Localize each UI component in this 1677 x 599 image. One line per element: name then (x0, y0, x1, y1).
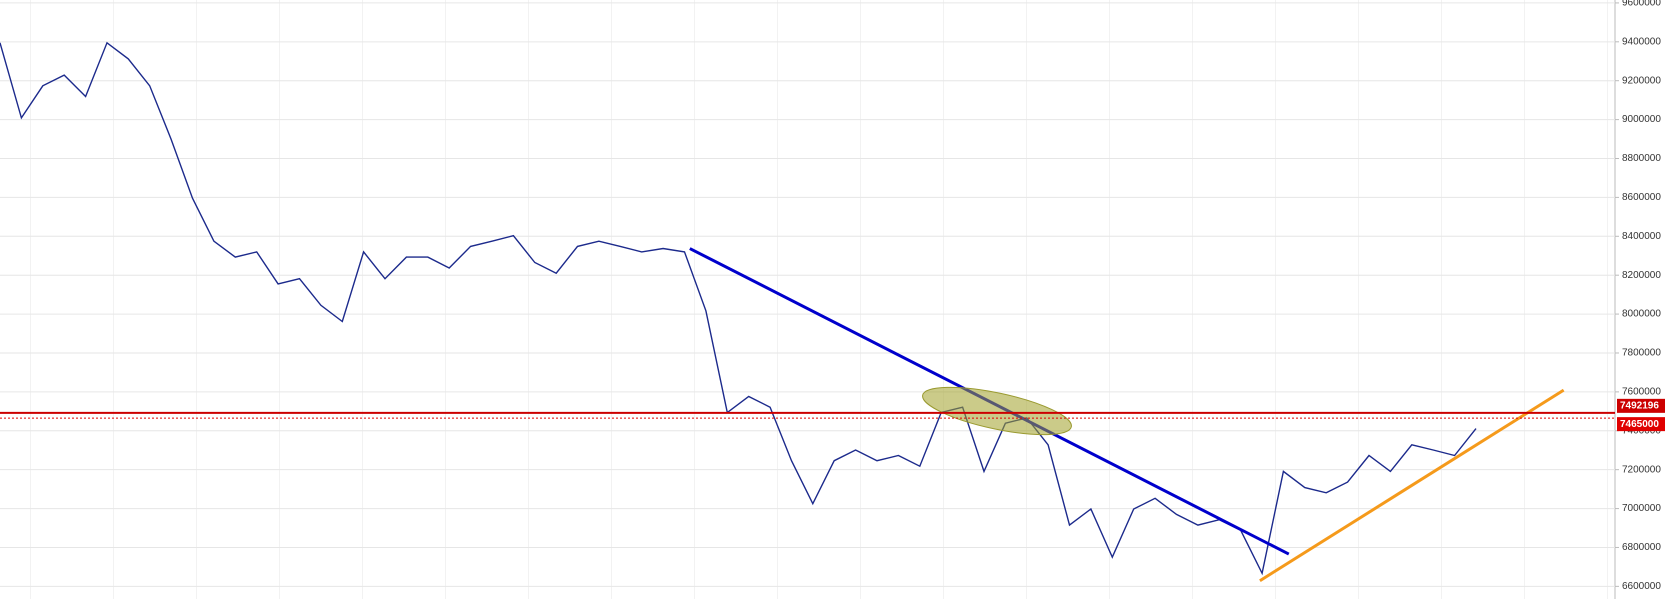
price-label-box (1617, 417, 1665, 432)
y-tick-label: 8000000 (1622, 309, 1661, 320)
vertical-grid (0, 0, 1615, 599)
y-tick-label: 7600000 (1622, 387, 1661, 398)
plot-area: 6600000680000070000007200000740000076000… (0, 0, 1661, 592)
y-tick-label: 6600000 (1622, 581, 1661, 592)
y-tick-label: 7800000 (1622, 348, 1661, 359)
y-tick-label: 8800000 (1622, 153, 1661, 164)
y-tick-label: 9200000 (1622, 75, 1661, 86)
price-label: 7492196 (1620, 400, 1659, 411)
price-label-box (1617, 398, 1665, 413)
y-tick-label: 7200000 (1622, 464, 1661, 475)
y-tick-label: 9400000 (1622, 36, 1661, 47)
y-tick-label: 6800000 (1622, 542, 1661, 553)
y-tick-label: 7000000 (1622, 503, 1661, 514)
price-label: 7465000 (1620, 419, 1659, 430)
trend-line (1259, 388, 1565, 582)
y-tick-label: 8400000 (1622, 231, 1661, 242)
y-tick-label: 9600000 (1622, 0, 1661, 9)
y-tick-label: 8600000 (1622, 192, 1661, 203)
y-tick-label: 8200000 (1622, 270, 1661, 281)
highlight-ellipse (922, 386, 1072, 436)
y-tick-label: 9000000 (1622, 114, 1661, 125)
